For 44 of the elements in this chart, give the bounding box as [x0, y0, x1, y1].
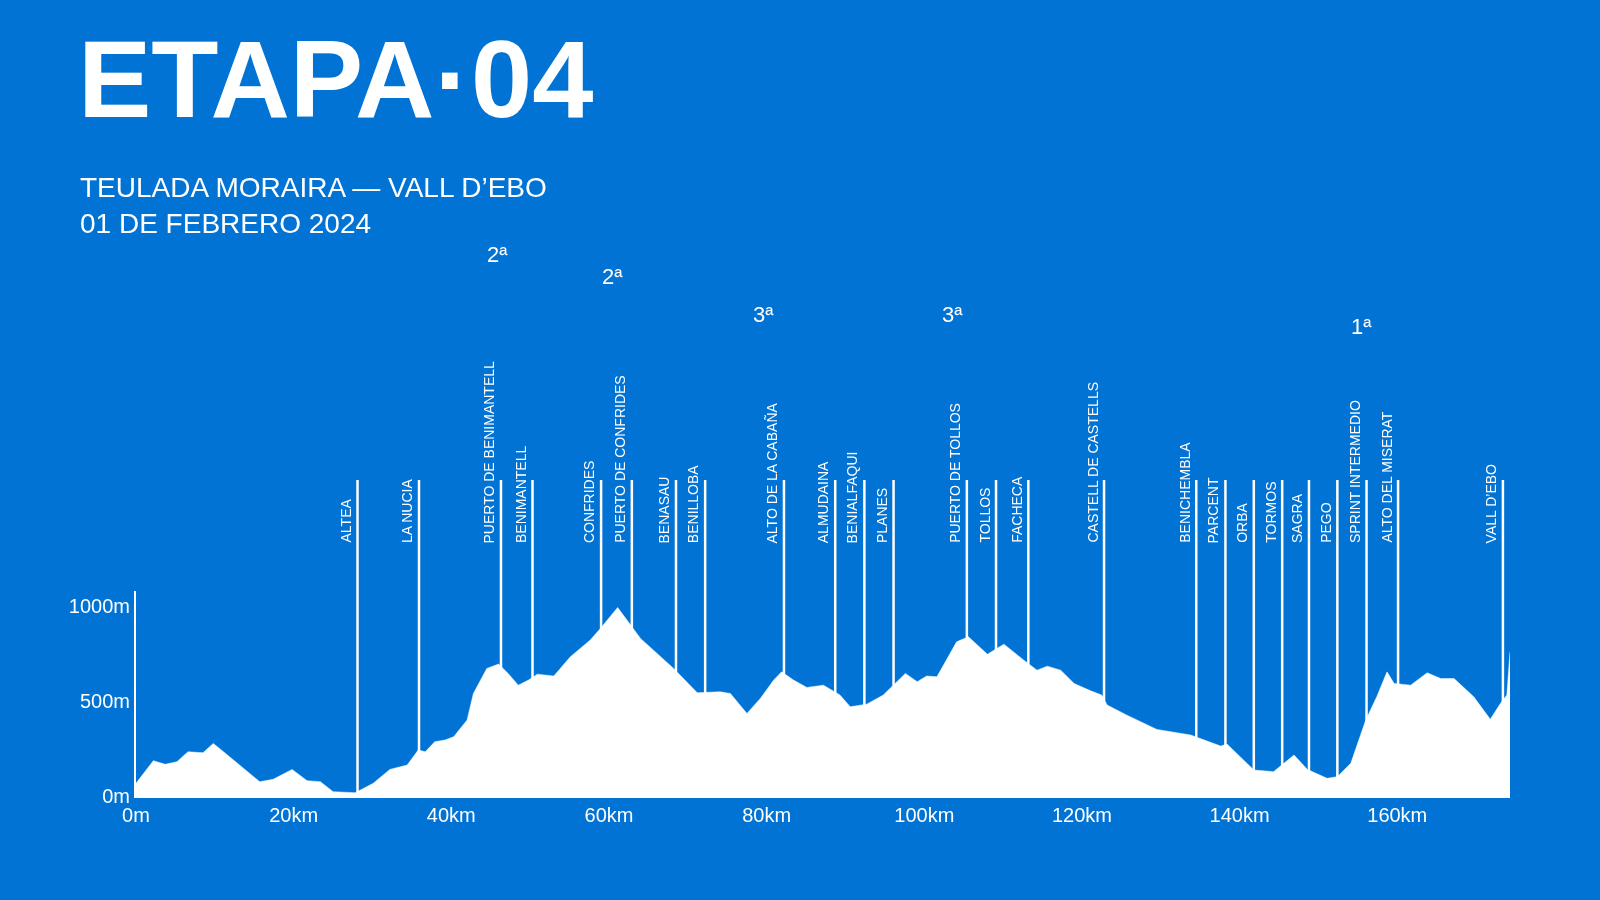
y-tick-label: 0m — [102, 785, 130, 807]
x-tick-label: 20km — [269, 804, 319, 826]
x-tick-label: 40km — [426, 804, 476, 826]
chart-title: ETAPA·04 — [78, 17, 594, 140]
ref-line-label: TOLLOS — [976, 487, 993, 543]
ref-line-label: BENIALFAQUI — [844, 451, 861, 544]
text: 2ª — [487, 242, 509, 267]
text: 3ª — [942, 302, 964, 327]
x-tick-label: 0m — [122, 804, 150, 826]
x-tick-label: 140km — [1209, 804, 1270, 826]
ref-line-label: PUERTO DE CONFRIDES — [611, 375, 628, 543]
ref-line-label: CONFRIDES — [581, 460, 598, 544]
x-tick-label: 100km — [894, 804, 955, 826]
ref-line-label: PARCENT — [1205, 477, 1222, 544]
ref-line-label: TORMOS — [1262, 481, 1279, 543]
ref-line-label: PUERTO DE TOLLOS — [946, 403, 963, 543]
ref-line-label: PUERTO DE BENIMANTELL — [481, 360, 498, 544]
ref-line-label: BENILLOBA — [685, 464, 702, 544]
x-tick-label: 60km — [584, 804, 634, 826]
ref-line-label: SPRINT INTERMEDIO — [1347, 400, 1364, 544]
ref-line-label: ALTO DE LA CABAÑA — [764, 402, 781, 544]
ref-line-label: CASTELL DE CASTELLS — [1084, 381, 1101, 543]
text: 3ª — [753, 302, 775, 327]
ref-line-label: PEGO — [1317, 502, 1334, 543]
ref-line-label: BENIMANTELL — [513, 445, 530, 544]
y-tick-label: 500m — [79, 690, 130, 713]
x-tick-label: 80km — [742, 804, 792, 826]
text: 1ª — [1351, 314, 1373, 339]
ref-line-label: BENICHEMBLA — [1176, 441, 1193, 543]
text: 2ª — [602, 264, 624, 289]
chart-subtitle: TEULADA MORAIRA — VALL D’EBO 01 DE FEBRERO 2024 — [80, 172, 547, 240]
ref-line-label: VALL D’EBO — [1483, 463, 1500, 544]
ref-line-label: BENASAU — [656, 476, 673, 544]
ref-line-label: PLANES — [874, 487, 891, 544]
y-tick-label: 1000m — [68, 595, 130, 618]
ref-line-label: SAGRA — [1288, 493, 1305, 543]
ref-line-label: ALMUDAINA — [815, 460, 832, 544]
ref-line-label: ALTO DEL MISERAT — [1378, 411, 1395, 543]
x-tick-label: 120km — [1051, 804, 1112, 826]
x-tick-label: 160km — [1367, 804, 1428, 826]
ref-line-label: ORBA — [1233, 502, 1250, 543]
ref-line-label: FACHECA — [1008, 476, 1025, 543]
ref-line-label: ALTEA — [337, 498, 354, 543]
ref-line-label: LA NUCIA — [399, 478, 415, 543]
